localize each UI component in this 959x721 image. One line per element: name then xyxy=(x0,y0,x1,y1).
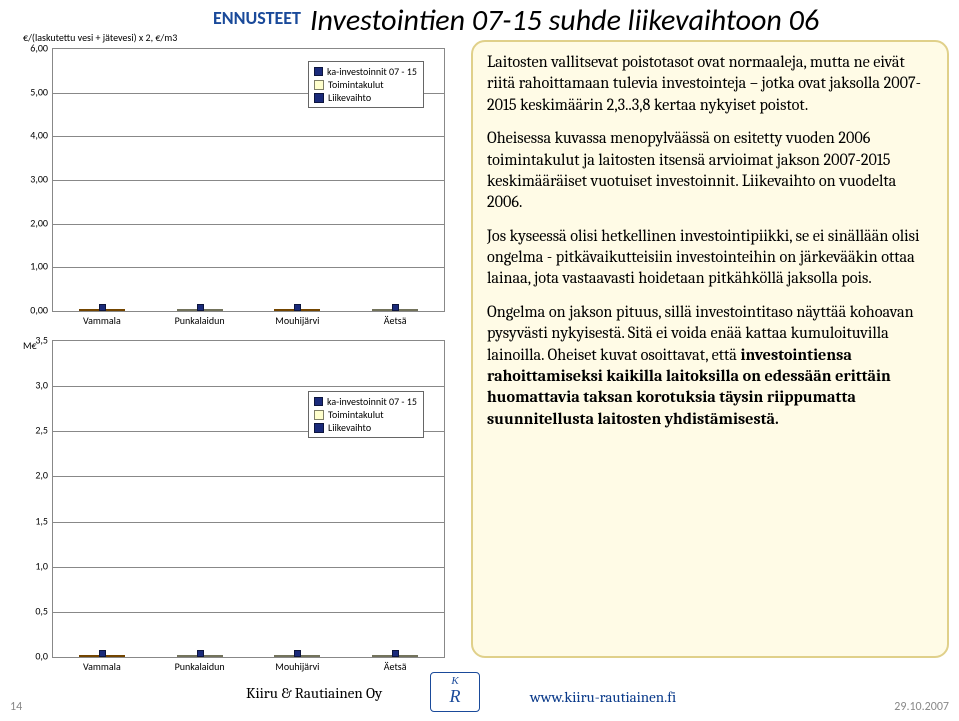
category: Punkalaidun xyxy=(151,49,249,311)
ytick: 1,0 xyxy=(14,559,48,572)
legend-swatch xyxy=(314,410,324,420)
legend-swatch xyxy=(314,93,324,103)
category: Punkalaidun xyxy=(151,341,249,657)
legend-label: ka-investoinnit 07 - 15 xyxy=(327,65,417,78)
ytick: 2,5 xyxy=(14,424,48,437)
legend-label: Toimintakulut xyxy=(328,408,384,421)
chart-bottom: M€ VammalaPunkalaidunMouhijärviÄetsäka-i… xyxy=(15,340,445,672)
marker-point xyxy=(99,650,106,657)
footer-url: www.kiiru-rautiainen.fi xyxy=(530,688,676,706)
x-label: Punkalaidun xyxy=(151,311,249,327)
slide-number: 14 xyxy=(10,700,22,714)
x-label: Vammala xyxy=(53,311,151,327)
legend: ka-investoinnit 07 - 15ToimintakulutLiik… xyxy=(308,391,424,438)
paragraph: Jos kyseessä olisi hetkellinen investoin… xyxy=(487,226,933,290)
footer-company: Kiiru & Rautiainen Oy xyxy=(246,684,382,702)
x-label: Mouhijärvi xyxy=(249,311,347,327)
legend-item: Liikevaihto xyxy=(314,91,417,104)
section-title: ENNUSTEET xyxy=(213,7,301,29)
ytick: 0,00 xyxy=(14,304,48,317)
x-label: Äetsä xyxy=(346,657,444,673)
slide: ENNUSTEET Investointien 07-15 suhde liik… xyxy=(0,0,959,721)
legend-item: Toimintakulut xyxy=(314,408,417,421)
x-label: Punkalaidun xyxy=(151,657,249,673)
page-title: Investointien 07-15 suhde liikevaihtoon … xyxy=(310,2,819,39)
legend-item: ka-investoinnit 07 - 15 xyxy=(314,65,417,78)
marker-point xyxy=(99,304,106,311)
category: Vammala xyxy=(53,341,151,657)
chart-top: VammalaPunkalaidunMouhijärviÄetsä ka-inve… xyxy=(15,48,445,326)
ytick: 5,00 xyxy=(14,85,48,98)
legend-label: ka-investoinnit 07 - 15 xyxy=(327,395,417,408)
category: Vammala xyxy=(53,49,151,311)
ytick: 2,0 xyxy=(14,469,48,482)
legend-item: Liikevaihto xyxy=(314,421,417,434)
footer-logo: KR xyxy=(430,672,480,712)
legend-swatch xyxy=(314,67,323,76)
ytick: 6,00 xyxy=(14,42,48,55)
ytick: 0,5 xyxy=(14,604,48,617)
legend-label: Liikevaihto xyxy=(328,91,371,104)
legend-swatch xyxy=(314,80,324,90)
legend-swatch xyxy=(314,397,323,406)
legend: ka-investoinnit 07 - 15ToimintakulutLiik… xyxy=(308,61,424,108)
ytick: 1,00 xyxy=(14,260,48,273)
ytick: 1,5 xyxy=(14,514,48,527)
paragraph: Oheisessa kuvassa menopylväässä on esite… xyxy=(487,128,933,214)
x-label: Mouhijärvi xyxy=(249,657,347,673)
slide-date: 29.10.2007 xyxy=(894,700,949,714)
legend-label: Liikevaihto xyxy=(328,421,371,434)
legend-item: Toimintakulut xyxy=(314,78,417,91)
marker-point xyxy=(392,304,399,311)
ytick: 4,00 xyxy=(14,129,48,142)
ytick: 3,00 xyxy=(14,173,48,186)
category: Äetsä xyxy=(346,341,444,657)
marker-point xyxy=(294,650,301,657)
marker-point xyxy=(294,304,301,311)
ytick: 2,00 xyxy=(14,216,48,229)
ytick: 3,5 xyxy=(14,334,48,347)
paragraph: Laitosten vallitsevat poistotasot ovat n… xyxy=(487,52,933,116)
legend-label: Toimintakulut xyxy=(328,78,384,91)
ytick: 0,0 xyxy=(14,650,48,663)
legend-swatch xyxy=(314,423,324,433)
ytick: 3,0 xyxy=(14,379,48,392)
legend-item: ka-investoinnit 07 - 15 xyxy=(314,395,417,408)
category: Mouhijärvi xyxy=(249,341,347,657)
explanation-textbox: Laitosten vallitsevat poistotasot ovat n… xyxy=(471,40,949,658)
x-label: Äetsä xyxy=(346,311,444,327)
x-label: Vammala xyxy=(53,657,151,673)
paragraph: Ongelma on jakson pituus, sillä investoi… xyxy=(487,302,933,430)
marker-point xyxy=(197,304,204,311)
marker-point xyxy=(197,650,204,657)
marker-point xyxy=(392,650,399,657)
